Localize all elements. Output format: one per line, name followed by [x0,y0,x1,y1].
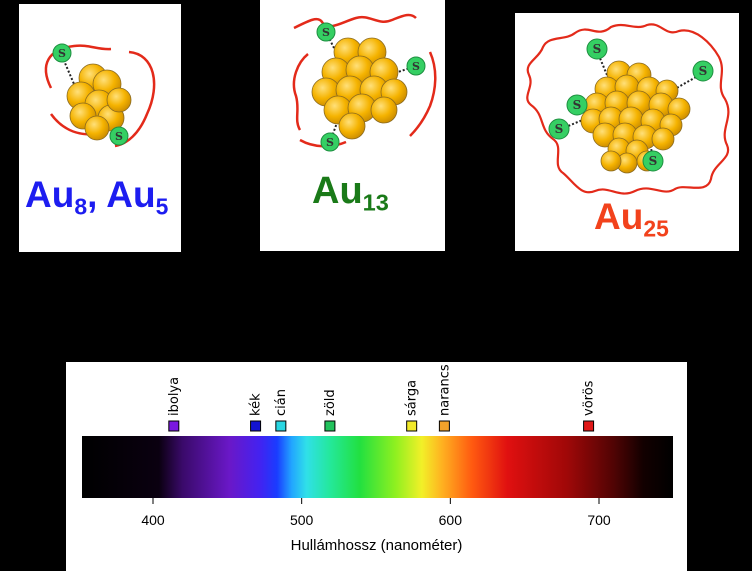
thiolate-ligand: S [316,22,336,42]
swatch-kék: kék [249,393,264,432]
thiolate-ligand: S [320,132,340,152]
thiolate-ligand: S [642,150,664,172]
ligand-shell-line [293,13,417,30]
gold-atoms [66,63,132,141]
visible-spectrum-figure: 400 500 600 700 ibolya kék cián zöld sárga naran… [82,364,673,528]
swatch-box-kék [250,420,262,432]
cluster-panel-au25: S S S S S Au25 [515,13,739,251]
tick-label-700: 700 [587,512,611,528]
cluster-label-au13: Au13 [312,170,389,216]
swatch-label-kék: kék [249,393,264,416]
spectrum-band [82,436,673,498]
swatch-box-ibolya [168,420,180,432]
axis-ticks [152,498,600,504]
ligand-shell-line [44,44,112,89]
ligand-s-label: S [555,122,564,136]
cluster-panel-au13: S S S Au13 [260,0,445,251]
swatch-label-vörös: vörös [582,380,597,416]
thiolate-ligand: S [109,126,129,146]
thiolate-ligand: S [586,38,608,60]
ligand-s-label: S [649,154,658,168]
swatch-vörös: vörös [582,380,597,432]
tick-label-400: 400 [141,512,165,528]
ligand-s-label: S [326,136,334,149]
axis-tick-labels: 400 500 600 700 [141,512,611,528]
swatch-box-narancs [438,420,450,432]
ligand-s-label: S [412,60,420,73]
cluster-label-au25: Au25 [594,196,669,242]
cluster-panel-au8-au5: S S Au8, Au5 [19,4,181,252]
swatch-zöld: zöld [323,389,338,432]
cluster-label-au8-au5: Au8, Au5 [25,174,169,220]
swatch-box-sárga [406,420,418,432]
ligand-s-label: S [115,130,123,143]
ligand-s-label: S [58,47,66,60]
thiolate-ligand: S [692,60,714,82]
au8-au5-cluster-illustration: S S [44,43,156,148]
ligand-shell-line [292,53,309,131]
ligand-s-label: S [699,64,708,78]
ligand-s-label: S [322,26,330,39]
swatch-narancs: narancs [437,364,452,432]
gold-atoms [580,60,691,174]
thiolate-ligand: S [548,118,570,140]
swatch-box-vörös [583,420,595,432]
color-swatches: ibolya kék cián zöld sárga narancs vörös [167,364,597,432]
swatch-label-ibolya: ibolya [167,377,182,416]
axis-title: Hullámhossz (nanométer) [290,537,463,554]
swatch-label-narancs: narancs [437,364,452,416]
ligand-s-label: S [573,98,582,112]
au13-cluster-illustration: S S S [292,13,437,152]
thiolate-ligand: S [406,56,426,76]
ligand-s-label: S [593,42,602,56]
swatch-label-zöld: zöld [323,389,338,416]
swatch-label-sárga: sárga [405,380,420,416]
visible-spectrum-panel: 400 500 600 700 ibolya kék cián zöld sárga naran… [66,362,687,571]
tick-label-500: 500 [290,512,314,528]
thiolate-ligand: S [566,94,588,116]
ligand-shell-line [526,23,730,195]
swatch-label-cián: cián [274,389,289,416]
swatch-box-zöld [324,420,336,432]
swatch-box-cián [275,420,287,432]
thiolate-ligand: S [52,43,72,63]
swatch-cián: cián [274,389,289,432]
tick-label-600: 600 [439,512,463,528]
gold-atoms [311,37,408,140]
swatch-ibolya: ibolya [167,377,182,432]
au25-cluster-illustration: S S S S S [526,23,730,195]
swatch-sárga: sárga [405,380,420,432]
ligand-shell-line [409,51,437,137]
